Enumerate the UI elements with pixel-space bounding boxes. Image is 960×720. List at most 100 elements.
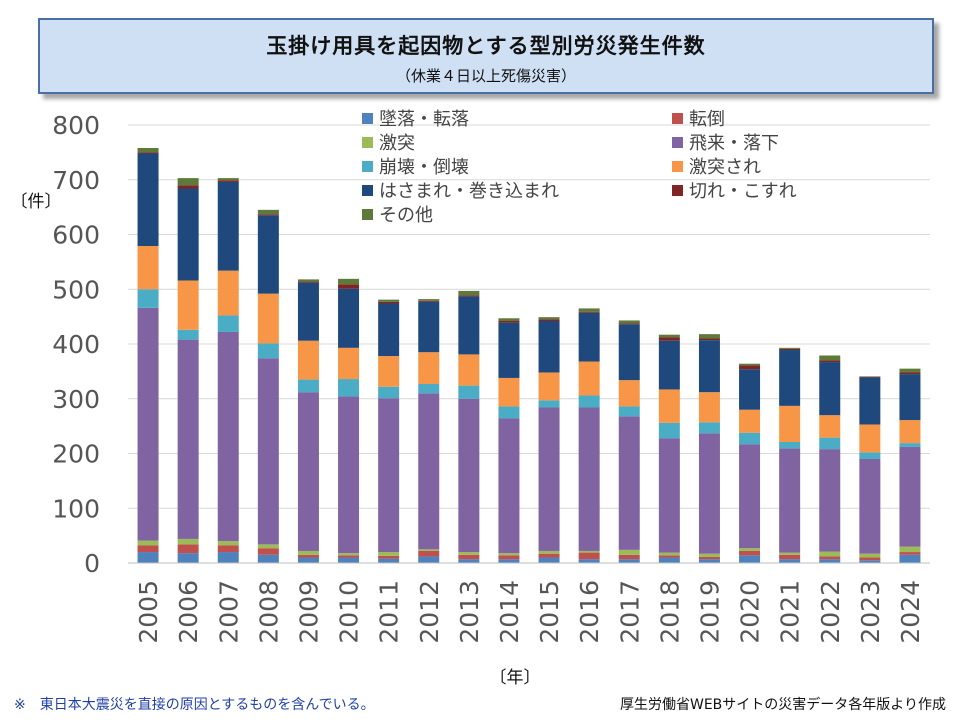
y-tick-label: 400 [52,330,100,359]
bar-segment [378,558,400,563]
bar-segment [618,324,640,381]
bar-segment [859,424,881,453]
bar-segment [177,553,199,563]
bar-segment [658,334,680,338]
bar-segment [297,281,319,283]
bar-segment [578,407,600,551]
bar-segment [819,437,841,450]
bar-segment [739,548,761,551]
bar-segment [458,295,480,297]
y-tick-label: 300 [52,385,100,414]
bar-segment [779,405,801,443]
bar-segment [498,321,520,323]
bar-segment [538,319,560,322]
legend-label: はさまれ・巻き込まれ [379,181,559,202]
bar-segment [618,554,640,560]
bar-segment [538,553,560,558]
bar-segment [618,559,640,563]
bar-segment [338,284,360,289]
bar-segment [899,552,921,555]
x-tick-label: 2009 [294,580,323,644]
bar-segment [297,554,319,558]
bar-segment [899,372,921,375]
bar-segment [658,389,680,423]
bar-segment [257,358,279,545]
bar-segment [859,458,881,554]
bar-segment [538,550,560,554]
bar-segment [338,553,360,556]
y-tick-label: 700 [52,166,100,195]
bar-segment [698,338,720,341]
x-tick-label: 2005 [134,580,163,644]
x-tick-label: 2006 [174,580,203,644]
bar-segment [137,289,159,308]
bar-segment [498,559,520,563]
bar-segment [698,334,720,339]
x-tick-label: 2024 [896,580,925,644]
bar-segment [418,549,440,551]
x-tick-label: 2019 [695,580,724,644]
bar-segment [338,278,360,285]
chart-subtitle: （休業４日以上死傷災害） [395,67,576,85]
bar-segment [217,180,239,182]
bar-segment [378,303,400,357]
bar-segment [458,398,480,553]
bar-segment [458,354,480,386]
bar-segment [779,554,801,560]
y-tick-label: 100 [52,494,100,523]
bar-segment [338,396,360,554]
bar-segment [819,556,841,560]
bar-segment [698,433,720,554]
bar-segment [538,400,560,408]
bar-segment [538,317,560,320]
bar-segment [819,362,841,416]
bar-segment [137,153,159,246]
bar-segment [297,279,319,282]
bar-segment [418,352,440,384]
bar-segment [859,376,881,377]
x-tick-label: 2015 [535,580,564,644]
bar-segment [257,293,279,344]
bar-segment [378,301,400,304]
bar-segment [137,152,159,154]
bar-segment [578,395,600,408]
bar-segment [257,544,279,549]
bar-segment [698,392,720,423]
bar-segment [899,554,921,563]
bar-segment [297,557,319,563]
bar-segment [658,340,680,390]
bar-segment [578,361,600,396]
bar-segment [779,350,801,406]
bar-segment [618,549,640,555]
legend-swatch [672,161,683,172]
x-axis-label: 〔年〕 [490,668,541,688]
bar-segment [578,308,600,312]
bar-segment [618,406,640,417]
bar-segment [217,178,239,181]
bar-segment [257,215,279,294]
bar-segment [538,321,560,373]
bar-segment [578,311,600,313]
bar-segment [779,348,801,351]
bar-segment [538,557,560,563]
bar-segment [578,559,600,563]
legend-swatch [672,185,683,196]
legend-swatch [362,209,373,220]
bar-segment [859,376,881,378]
bar-segment [217,315,239,332]
title-box: 玉掛け用具を起因物とする型別労災発生件数 （休業４日以上死傷災害） [38,18,934,94]
bar-segment [338,347,360,380]
bar-segment [739,444,761,549]
bar-segment [177,538,199,545]
bar-segment [458,552,480,555]
bar-segment [338,557,360,563]
bar-segment [658,438,680,553]
legend-label: 崩壊・倒壊 [379,157,469,178]
bar-segment [137,552,159,563]
bar-segment [899,420,921,444]
bar-segment [378,555,400,559]
bar-segment [739,432,761,445]
bar-segment [899,546,921,553]
bar-segment [618,323,640,325]
